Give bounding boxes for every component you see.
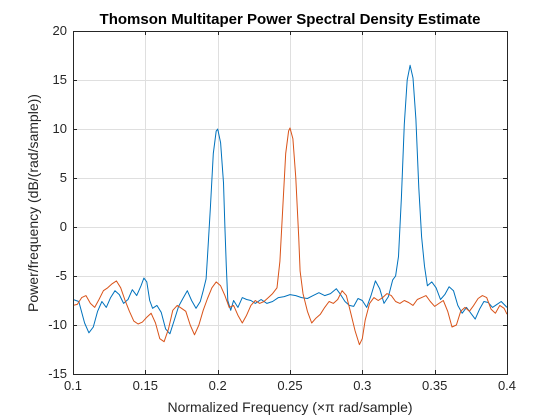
- x-tick-label: 0.4: [498, 378, 516, 393]
- y-tick-label: -10: [48, 317, 67, 332]
- y-tick-label: 10: [53, 121, 67, 136]
- tick-labels: 0.1 0.15 0.2 0.25 0.3 0.35 0.4 -15 -10 -5 0 5 10 15 20: [48, 23, 516, 393]
- x-tick-label: 0.3: [353, 378, 371, 393]
- x-tick-label: 0.2: [209, 378, 227, 393]
- x-tick-label: 0.25: [277, 378, 302, 393]
- y-tick-label: 15: [53, 72, 67, 87]
- x-axis-label: Normalized Frequency (×π rad/sample): [167, 399, 412, 415]
- y-axis-label: Power/frequency (dB/(rad/sample)): [25, 94, 41, 312]
- y-tick-label: 20: [53, 23, 67, 38]
- x-tick-label: 0.1: [64, 378, 82, 393]
- ticks: [73, 31, 508, 375]
- series-line-1: [73, 64, 507, 335]
- y-tick-label: -5: [55, 268, 67, 283]
- y-tick-label: 5: [60, 170, 67, 185]
- chart-title: Thomson Multitaper Power Spectral Densit…: [100, 11, 481, 28]
- x-tick-label: 0.15: [133, 378, 158, 393]
- series-line-2: [73, 127, 507, 346]
- x-tick-label: 0.35: [422, 378, 447, 393]
- y-tick-label: 0: [60, 219, 67, 234]
- series-group: [73, 64, 507, 346]
- y-tick-label: -15: [48, 366, 67, 381]
- plot-area: [73, 64, 507, 346]
